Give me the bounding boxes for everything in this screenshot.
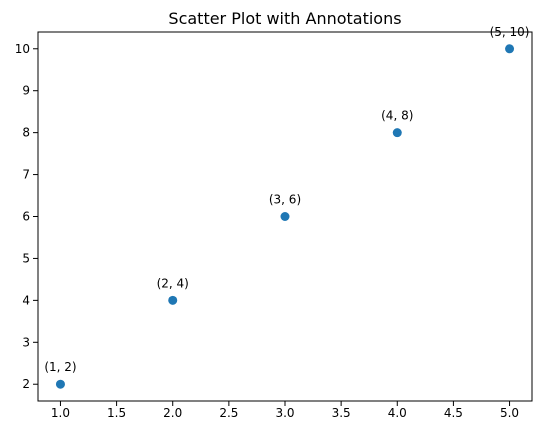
point-annotation: (2, 4) xyxy=(157,276,189,290)
x-tick-label: 2.5 xyxy=(219,406,238,420)
y-tick-label: 5 xyxy=(22,251,30,265)
scatter-point xyxy=(280,212,290,221)
chart-title: Scatter Plot with Annotations xyxy=(168,9,401,28)
y-tick-label: 3 xyxy=(22,335,30,349)
y-tick-label: 10 xyxy=(15,42,30,56)
point-annotation: (5, 10) xyxy=(490,25,530,39)
y-tick-label: 9 xyxy=(22,84,30,98)
x-tick-label: 3.0 xyxy=(275,406,294,420)
x-tick-label: 1.0 xyxy=(51,406,70,420)
point-annotation: (4, 8) xyxy=(381,109,413,123)
x-tick-label: 4.5 xyxy=(444,406,463,420)
x-tick-label: 1.5 xyxy=(107,406,126,420)
x-tick-label: 3.5 xyxy=(332,406,351,420)
scatter-point xyxy=(392,128,402,138)
y-tick-label: 7 xyxy=(22,168,30,182)
scatter-point xyxy=(168,295,178,305)
point-annotation: (3, 6) xyxy=(269,193,301,207)
x-tick-label: 5.0 xyxy=(500,406,519,420)
plot-layer: 1.0 1.5 2.0 2.5 3.0 3.5 4.0 4.5 5.0 2 3 4 5 6 7 8 9 10 (1,… xyxy=(15,25,533,420)
y-tick-label: 4 xyxy=(22,293,30,307)
x-tick-label: 2.0 xyxy=(163,406,182,420)
x-tick-label: 4.0 xyxy=(388,406,407,420)
scatter-point xyxy=(505,44,515,54)
scatter-point xyxy=(55,379,65,389)
point-annotation: (1, 2) xyxy=(44,360,76,374)
y-tick-label: 8 xyxy=(22,126,30,140)
y-tick-label: 6 xyxy=(22,210,30,224)
y-tick-label: 2 xyxy=(22,377,30,391)
